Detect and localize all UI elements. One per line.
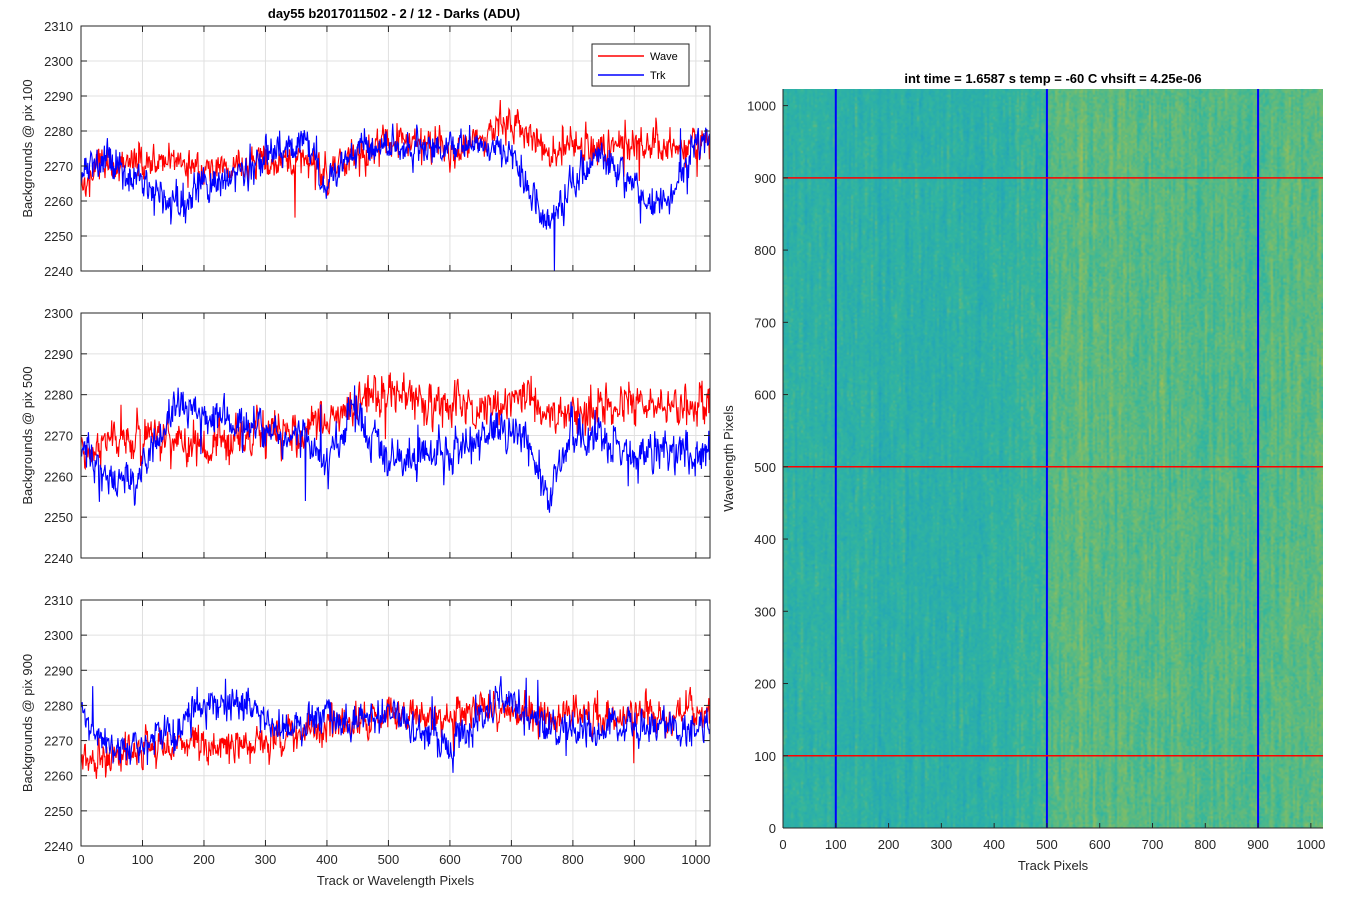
y-tick-label: 2240	[44, 551, 73, 566]
y-tick-label: 2280	[44, 388, 73, 403]
y-tick-label: 900	[754, 171, 776, 186]
y-tick-label: 2290	[44, 347, 73, 362]
y-tick-label: 2250	[44, 804, 73, 819]
x-tick-label: 300	[931, 837, 953, 852]
x-tick-label: 800	[562, 852, 584, 867]
y-axis-label: Backgrounds @ pix 900	[20, 654, 35, 792]
y-tick-label: 2310	[44, 593, 73, 608]
y-axis-label: Backgrounds @ pix 100	[20, 79, 35, 217]
x-tick-label: 700	[1142, 837, 1164, 852]
heatmap-plot: int time = 1.6587 s temp = -60 C vhsift …	[721, 71, 1325, 873]
y-tick-label: 1000	[747, 99, 776, 114]
series-line-wave	[81, 372, 710, 471]
y-tick-label: 2240	[44, 839, 73, 854]
series-line-trk	[81, 123, 710, 271]
x-tick-label: 100	[132, 852, 154, 867]
heatmap-title: int time = 1.6587 s temp = -60 C vhsift …	[904, 71, 1201, 86]
figure-title: day55 b2017011502 - 2 / 12 - Darks (ADU)	[268, 6, 520, 21]
x-tick-label: 900	[1247, 837, 1269, 852]
axes-box	[80, 599, 711, 847]
y-tick-label: 2280	[44, 698, 73, 713]
axes-box	[80, 25, 711, 272]
x-tick-label: 500	[378, 852, 400, 867]
y-tick-label: 2270	[44, 734, 73, 749]
series-line-trk	[81, 385, 710, 513]
y-tick-label: 0	[769, 821, 776, 836]
y-tick-label: 700	[754, 315, 776, 330]
y-tick-label: 200	[754, 677, 776, 692]
x-tick-label: 400	[983, 837, 1005, 852]
line-plot-pix-100: 2240 2250 2260 2270 2280 2290 2300 2310 Backgrou…	[20, 19, 711, 279]
y-tick-label: 300	[754, 604, 776, 619]
y-tick-label: 2260	[44, 469, 73, 484]
x-tick-label: 600	[1089, 837, 1111, 852]
x-axis-label: Track or Wavelength Pixels	[317, 873, 475, 888]
y-tick-label: 2250	[44, 510, 73, 525]
y-tick-label: 400	[754, 532, 776, 547]
y-axis-label: Backgrounds @ pix 500	[20, 366, 35, 504]
x-tick-label: 0	[77, 852, 84, 867]
x-tick-label: 600	[439, 852, 461, 867]
y-tick-label: 2250	[44, 229, 73, 244]
y-tick-label: 2270	[44, 429, 73, 444]
y-tick-label: 2260	[44, 194, 73, 209]
x-tick-label: 300	[255, 852, 277, 867]
line-plot-pix-500: 2240 2250 2260 2270 2280 2290 2300 Backgrounds …	[20, 306, 711, 566]
x-tick-label: 0	[779, 837, 786, 852]
y-tick-label: 600	[754, 388, 776, 403]
y-tick-label: 2260	[44, 769, 73, 784]
y-tick-label: 2280	[44, 124, 73, 139]
x-tick-label: 900	[624, 852, 646, 867]
y-tick-label: 100	[754, 749, 776, 764]
legend: Wave Trk	[591, 43, 690, 87]
y-tick-label: 800	[754, 243, 776, 258]
x-tick-label: 200	[193, 852, 215, 867]
heatmap-image	[783, 89, 1323, 828]
x-tick-label: 1000	[1296, 837, 1325, 852]
y-tick-label: 2300	[44, 628, 73, 643]
y-tick-label: 2300	[44, 306, 73, 321]
x-axis-label: Track Pixels	[1018, 858, 1089, 873]
line-plot-pix-900: 0 100 200 300 400 500 600 700 800 900 1000 2240 2250…	[20, 593, 711, 888]
x-tick-label: 700	[501, 852, 523, 867]
x-tick-label: 1000	[681, 852, 710, 867]
y-tick-label: 2240	[44, 264, 73, 279]
legend-box	[591, 43, 690, 87]
x-tick-label: 400	[316, 852, 338, 867]
x-tick-label: 100	[825, 837, 847, 852]
series-line-trk	[81, 676, 710, 773]
y-tick-label: 2290	[44, 89, 73, 104]
y-axis-label: Wavelength Pixels	[721, 405, 736, 512]
legend-label-wave: Wave	[650, 51, 678, 63]
x-tick-label: 200	[878, 837, 900, 852]
y-tick-label: 2310	[44, 19, 73, 34]
x-tick-label: 800	[1194, 837, 1216, 852]
y-tick-label: 500	[754, 460, 776, 475]
y-tick-label: 2300	[44, 54, 73, 69]
y-tick-label: 2270	[44, 159, 73, 174]
x-tick-label: 500	[1036, 837, 1058, 852]
y-tick-label: 2290	[44, 663, 73, 678]
legend-label-trk: Trk	[650, 70, 666, 82]
